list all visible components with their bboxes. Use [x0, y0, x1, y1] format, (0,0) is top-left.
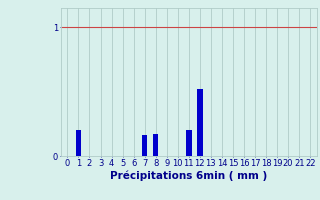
Bar [197, 89, 203, 156]
Bar [142, 135, 148, 156]
Bar [186, 130, 192, 156]
Bar [153, 134, 158, 156]
Bar [76, 130, 81, 156]
X-axis label: Précipitations 6min ( mm ): Précipitations 6min ( mm ) [110, 171, 268, 181]
